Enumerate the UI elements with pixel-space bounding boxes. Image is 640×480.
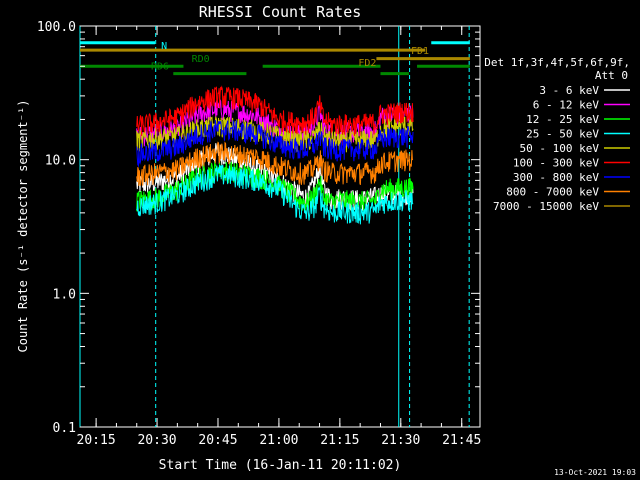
- plot-frame: [79, 25, 481, 428]
- x-tick-label: 20:45: [198, 433, 237, 448]
- timestamp: 13-Oct-2021 19:03: [554, 468, 636, 477]
- x-tick-label: 21:00: [259, 433, 298, 448]
- flag-label-fd2: FD2: [358, 58, 376, 69]
- series-line: [136, 115, 414, 153]
- y-axis: 0.1 1.0 10.0 100.0: [37, 20, 480, 436]
- y-axis-label: Count Rate (s⁻¹ detector segment⁻¹): [16, 100, 30, 353]
- plot-area: N FD1 FD2 RD0 RD6: [79, 26, 470, 427]
- x-axis: 20:15 20:30 20:45 21:00 21:15 21:30 21:45: [77, 26, 481, 448]
- x-axis-label: Start Time (16-Jan-11 20:11:02): [159, 458, 402, 473]
- legend-header: Att 0: [595, 69, 628, 82]
- x-tick-label: 20:30: [137, 433, 176, 448]
- legend-label: 25 - 50 keV: [526, 128, 599, 141]
- legend-label: 3 - 6 keV: [539, 84, 599, 97]
- legend-header: Det 1f,3f,4f,5f,6f,9f,: [484, 56, 630, 69]
- y-tick-label: 100.0: [37, 20, 76, 35]
- legend-label: 100 - 300 keV: [513, 157, 599, 170]
- y-tick-label: 1.0: [53, 287, 76, 302]
- flag-label-rd6: RD6: [151, 62, 169, 73]
- series-line: [136, 164, 414, 225]
- legend-label: 800 - 7000 keV: [506, 186, 599, 199]
- series-line: [136, 119, 414, 168]
- legend: Det 1f,3f,4f,5f,6f,9f,Att 0 3 - 6 keV 6 - …: [484, 56, 630, 213]
- legend-label: 300 - 800 keV: [513, 171, 599, 184]
- legend-label: 7000 - 15000 keV: [493, 200, 599, 213]
- x-tick-label: 21:30: [381, 433, 420, 448]
- y-tick-label: 10.0: [45, 154, 76, 169]
- legend-label: 50 - 100 keV: [520, 142, 600, 155]
- series-line: [136, 160, 414, 214]
- chart-title: RHESSI Count Rates: [199, 3, 362, 21]
- x-tick-label: 21:15: [320, 433, 359, 448]
- flag-label-rd0: RD0: [192, 54, 210, 65]
- legend-label: 6 - 12 keV: [533, 99, 600, 112]
- series-line: [136, 85, 414, 137]
- y-tick-label: 0.1: [53, 421, 76, 436]
- flag-label-n: N: [161, 41, 167, 52]
- flag-label-fd1: FD1: [411, 46, 429, 57]
- series-line: [136, 141, 414, 187]
- legend-label: 12 - 25 keV: [526, 113, 599, 126]
- x-tick-label: 20:15: [77, 433, 116, 448]
- x-tick-label: 21:45: [442, 433, 481, 448]
